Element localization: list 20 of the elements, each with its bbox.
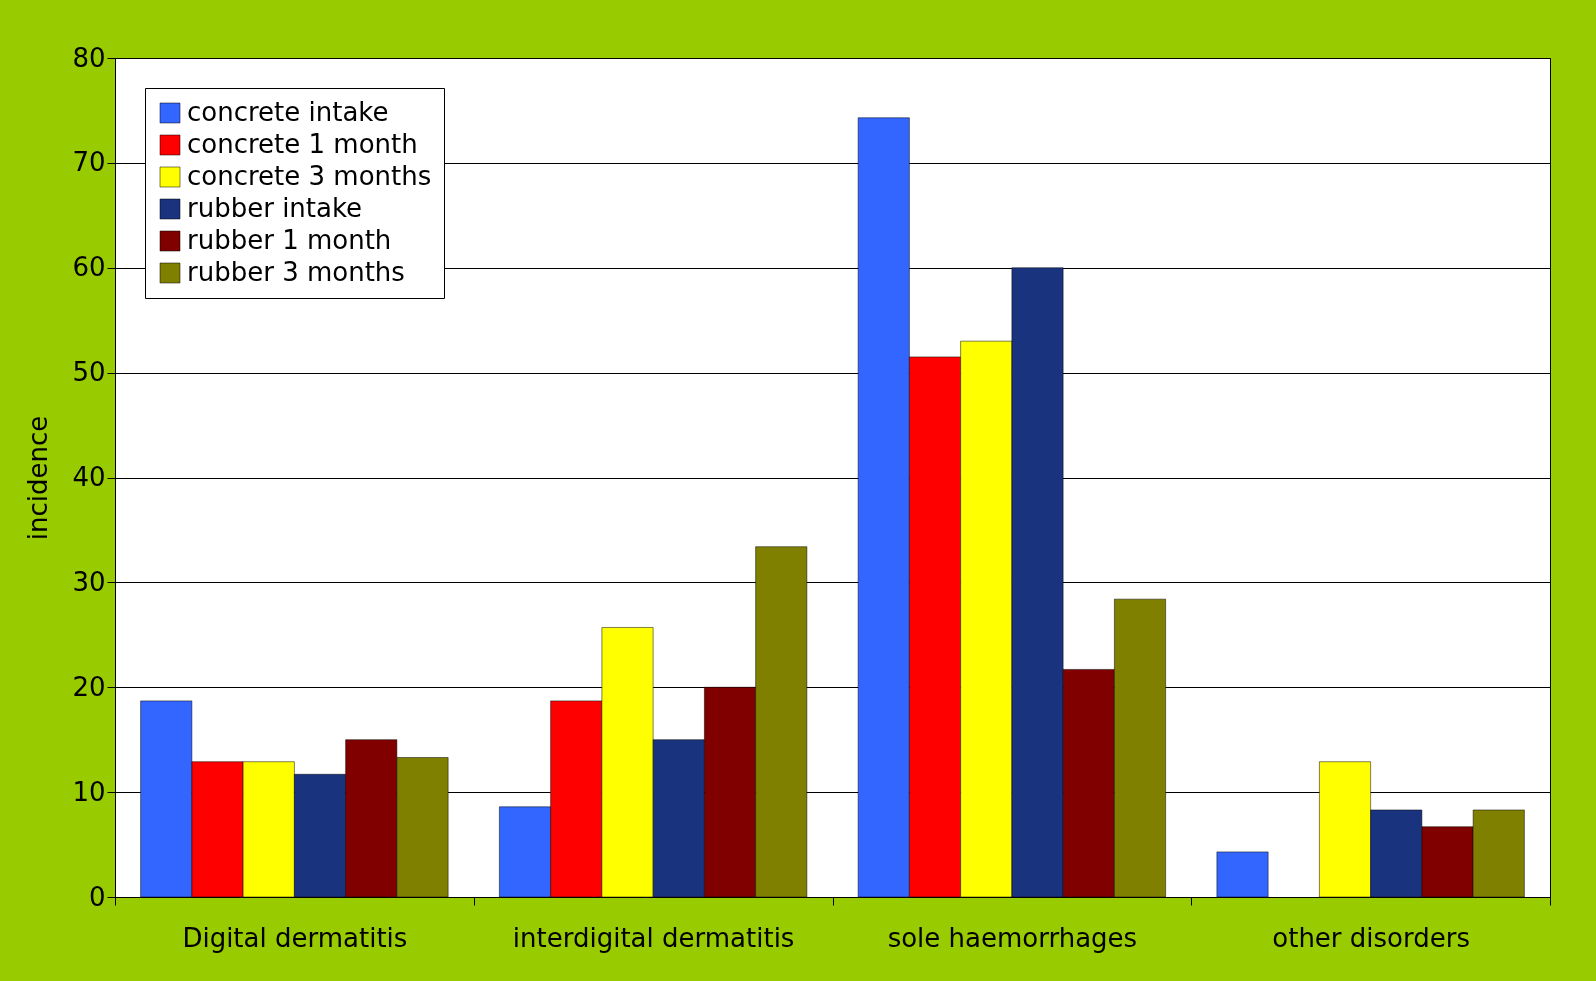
y-tick-label: 50 <box>72 357 106 388</box>
y-tick-label: 70 <box>72 147 106 178</box>
y-tick-label: 0 <box>88 881 106 912</box>
y-axis-title: incidence <box>23 415 54 541</box>
legend-label: rubber 1 month <box>187 225 392 255</box>
y-tick-label: 60 <box>72 252 106 283</box>
y-tick-label: 20 <box>72 671 106 702</box>
y-tick-label: 10 <box>72 776 106 807</box>
y-tick-label: 30 <box>72 566 106 597</box>
legend-label: concrete 1 month <box>187 129 418 159</box>
x-tick-label: other disorders <box>1272 922 1470 953</box>
legend-label: rubber intake <box>187 193 363 223</box>
legend-label: rubber 3 months <box>187 257 405 287</box>
y-tick-label: 40 <box>72 462 106 492</box>
x-tick-label: interdigital dermatitis <box>512 922 795 953</box>
legend-label: concrete 3 months <box>187 161 432 191</box>
x-tick-label: sole haemorrhages <box>887 922 1138 953</box>
legend-label: concrete intake <box>187 97 389 127</box>
y-tick-label: 80 <box>72 42 106 73</box>
x-tick-label: Digital dermatitis <box>182 922 408 953</box>
